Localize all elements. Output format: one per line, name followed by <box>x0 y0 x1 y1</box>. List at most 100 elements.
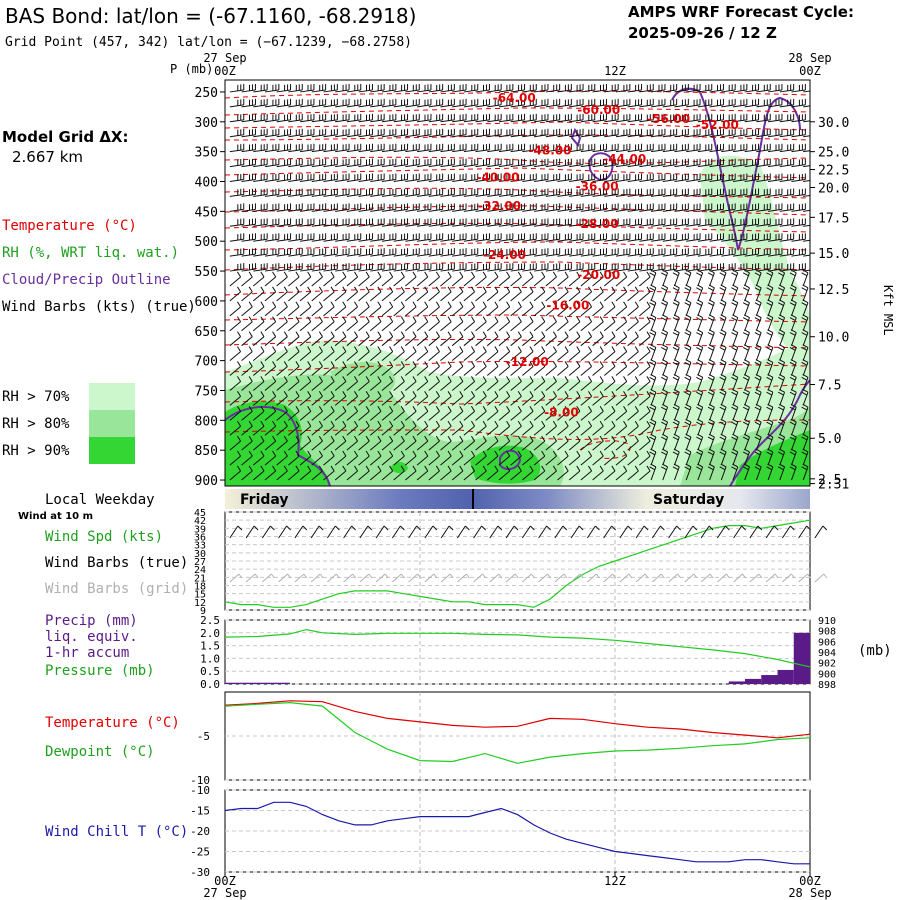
wind-barb-feather <box>435 301 440 308</box>
wind-barb <box>405 331 417 347</box>
wind-barb <box>545 391 557 406</box>
wind-barb-feather <box>237 391 242 397</box>
wind-barb <box>557 143 572 153</box>
wind-barb-staff <box>369 366 382 376</box>
wind-barb-feather <box>471 286 476 293</box>
wind-barb <box>522 316 534 332</box>
wind-barb-staff <box>557 164 572 168</box>
wind-barb-staff <box>288 455 300 466</box>
wind-barb <box>276 331 288 347</box>
wind-barb <box>545 173 561 182</box>
wind-barb <box>452 173 467 182</box>
wind-barb-feather <box>447 435 452 442</box>
wind-barb-feather <box>389 346 394 352</box>
wind-barb-staff <box>498 208 513 212</box>
wind-barb-staff <box>276 223 291 227</box>
wind-barb-staff <box>522 89 537 93</box>
wind-barb-staff <box>486 455 499 466</box>
rh-key-90-swatch <box>89 437 135 464</box>
wind-barb <box>557 203 572 212</box>
legend-cloud: Cloud/Precip Outline <box>2 272 171 288</box>
wind-barb <box>381 316 394 332</box>
wind-barb <box>276 376 288 391</box>
wind-barb <box>252 346 265 362</box>
wind-barb-feather <box>272 301 277 308</box>
wind-barb-staff <box>463 306 475 317</box>
wind-barb-staff <box>311 440 323 451</box>
wind-barb <box>498 405 511 421</box>
wind-barb <box>522 83 537 93</box>
wind-barb <box>405 376 417 391</box>
wind-barb-feather <box>541 376 546 382</box>
wind-barb-staff <box>323 396 335 406</box>
wind-barb <box>393 301 405 317</box>
wind-barb-staff <box>393 134 408 138</box>
wind-barb-staff <box>393 208 408 212</box>
wind-barb-staff <box>452 223 467 227</box>
wind-barb-staff <box>264 253 279 257</box>
wind-barb <box>510 218 526 227</box>
wind-barb-staff <box>557 193 572 197</box>
wind-barb <box>346 113 362 123</box>
wind-barb-staff <box>311 351 323 362</box>
wind-barb-feather <box>471 316 476 323</box>
wind-barb <box>346 203 362 212</box>
wind-barb <box>276 346 288 362</box>
wind-barb-feather <box>424 465 429 472</box>
wind-barb-feather <box>389 435 394 442</box>
wind-barb-staff <box>545 351 557 362</box>
wind-barb <box>428 233 444 242</box>
wind-barb <box>346 271 359 287</box>
wind-barb-staff <box>580 164 595 168</box>
wind-barb <box>323 435 335 451</box>
wind-barb-feather <box>494 405 499 412</box>
wind-barb-staff <box>533 396 546 406</box>
wind-barb <box>451 331 464 347</box>
wind-barb-staff <box>557 321 569 332</box>
wind-barb-feather <box>412 391 417 397</box>
wind-barb-staff <box>393 366 405 376</box>
wind-barb <box>393 435 405 451</box>
wind-barb-staff <box>381 104 396 108</box>
rh90-area <box>225 401 810 486</box>
wind-barb-feather <box>272 346 277 352</box>
wind-barb-staff <box>463 336 475 347</box>
wind-barb <box>428 128 444 138</box>
wind-barb <box>276 316 288 332</box>
wind-barb <box>533 361 546 376</box>
wind-barb <box>557 420 569 436</box>
wind-barb <box>522 361 534 376</box>
wind-barb <box>533 331 546 347</box>
wind-barb-staff <box>557 179 572 182</box>
wind-barb-feather <box>365 316 370 323</box>
wind-barb-staff <box>440 104 455 108</box>
forecast-cycle-value: 2025-09-26 / 12 Z <box>628 24 777 42</box>
wind-barb <box>569 128 584 138</box>
wind-barb-staff <box>370 89 385 93</box>
wind-barb <box>545 316 557 332</box>
wind-barb-staff <box>568 276 581 287</box>
wind-barb <box>557 301 569 317</box>
wind-barb-staff <box>534 238 549 242</box>
wind-barb-staff <box>393 179 408 182</box>
wind-barb-staff <box>428 381 440 391</box>
wind-barb <box>381 248 397 257</box>
wind-barb <box>522 263 537 272</box>
wind-barb-staff <box>498 193 513 197</box>
wind-barb <box>498 128 514 138</box>
wind-barb-staff <box>288 149 303 153</box>
wind-barb-feather <box>377 420 382 427</box>
wind-barb <box>428 248 444 257</box>
wind-barb-staff <box>452 208 467 212</box>
wind-barb-feather <box>365 361 370 367</box>
wind-barb-staff <box>241 366 253 376</box>
wind-barb <box>276 435 288 451</box>
wind-barb-feather <box>237 361 242 367</box>
wind-barb <box>486 346 499 362</box>
wind-barb <box>498 301 511 317</box>
wind-barb <box>358 376 370 391</box>
wind-barb <box>264 391 277 406</box>
wind-barb-staff <box>428 321 440 332</box>
wind-barb-staff <box>569 253 584 257</box>
wind-barb-staff <box>358 396 370 406</box>
